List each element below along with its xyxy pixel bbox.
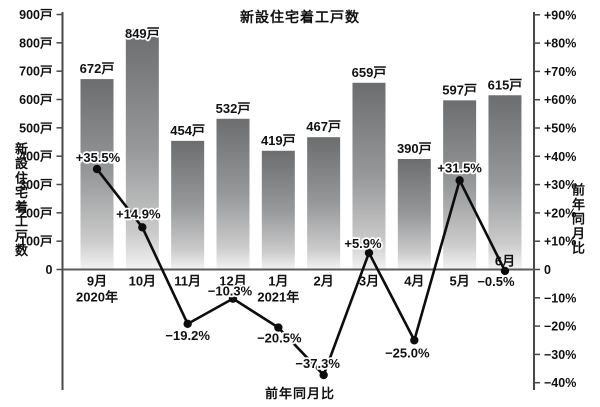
line-series-caption: 前年同月比: [264, 386, 336, 401]
bar-value-label: 390戸: [397, 141, 432, 156]
right-axis-tick-label: +90%: [544, 8, 576, 22]
bar-value-label: 672戸: [80, 61, 115, 76]
line-series: [95, 168, 507, 378]
bar-10月: [125, 28, 159, 270]
data-point-9月: [92, 164, 102, 174]
left-axis-tick-label: 700戸: [19, 65, 52, 79]
line-value-label: −10.3%: [208, 284, 253, 299]
right-axis-tick-label: 0: [544, 263, 551, 277]
bar-12月: [216, 118, 250, 270]
bar-value-label: 454戸: [170, 123, 205, 138]
bar-6月: [488, 95, 522, 270]
right-axis-tick-label: +30%: [544, 178, 576, 192]
chart-title: 新設住宅着工戸数: [240, 9, 360, 25]
x-axis-label-4月: 4月: [404, 274, 424, 289]
bar-value-label: 532戸: [216, 101, 251, 116]
bar-2月: [307, 137, 341, 270]
x-axis-label-10月: 10月: [129, 274, 156, 289]
bar-value-label: 419戸: [261, 133, 296, 148]
x-axis-label-11月: 11月: [174, 274, 201, 289]
right-axis-title: 前年同月比: [570, 183, 585, 256]
x-axis-label-2月: 2月: [314, 274, 334, 289]
right-axis-tick-label: +60%: [544, 93, 576, 107]
data-point-3月: [364, 248, 374, 258]
left-axis-tick-label: 400戸: [19, 150, 52, 164]
bar-value-label: 597戸: [442, 82, 477, 97]
x-axis-label-1月: 1月: [268, 274, 288, 289]
bar-1月: [261, 150, 295, 270]
left-axis-tick-label: 900戸: [19, 8, 52, 22]
right-axis-tick-label: +10%: [544, 235, 576, 249]
right-axis-tick-label: −40%: [544, 376, 576, 390]
bar-3月: [352, 82, 386, 270]
left-axis-tick-label: 200戸: [19, 206, 52, 220]
data-point-2月: [319, 370, 328, 380]
line-value-label: −19.2%: [165, 328, 210, 343]
bar-value-label: 659戸: [352, 65, 387, 80]
x-axis-label-6月: 6月: [495, 254, 515, 269]
right-axis-tick-label: +70%: [544, 65, 576, 79]
left-axis-title: 新設住宅着工戸数: [13, 142, 28, 258]
right-axis-tick-label: +20%: [544, 206, 576, 220]
bar-value-label: 849戸: [125, 26, 160, 41]
line-value-label: −25.0%: [385, 345, 430, 360]
x-axis-year-label: 2021年: [257, 290, 299, 305]
left-axis-tick-label: 300戸: [19, 178, 52, 192]
x-axis-label-9月: 9月: [87, 274, 107, 289]
data-point-4月: [410, 336, 419, 345]
x-axis-label-12月: 12月: [219, 274, 246, 289]
data-point-12月: [228, 294, 238, 303]
data-point-6月: [500, 266, 510, 276]
bar-9月: [80, 79, 114, 270]
data-point-1月: [274, 323, 283, 332]
line-value-label: +31.5%: [437, 160, 482, 175]
x-axis-year-label: 2020年: [76, 290, 118, 305]
left-axis-tick-label: 600戸: [19, 93, 52, 107]
right-axis-tick-label: +50%: [544, 122, 576, 136]
left-axis-tick-label: 100戸: [19, 235, 52, 249]
line-value-label: +14.9%: [116, 206, 161, 221]
right-axis-tick-label: +80%: [544, 37, 576, 51]
right-axis-tick-label: −20%: [544, 320, 576, 334]
x-axis-label-3月: 3月: [359, 274, 379, 289]
bar-value-label: 467戸: [306, 119, 341, 134]
data-point-10月: [138, 223, 147, 232]
bar-value-label: 615戸: [488, 77, 523, 92]
line-value-label: −20.5%: [257, 331, 302, 346]
data-point-11月: [183, 319, 192, 329]
x-axis-label-5月: 5月: [450, 274, 470, 289]
line-value-label: +5.9%: [344, 236, 382, 251]
left-axis-tick-label: 800戸: [19, 36, 52, 50]
line-value-label: −37.3%: [295, 356, 340, 371]
bar-11月: [171, 140, 205, 270]
right-axis-tick-label: +40%: [544, 150, 576, 164]
bar-4月: [397, 159, 431, 270]
line-value-label: −0.5%: [477, 274, 515, 289]
left-axis-tick-label: 0: [46, 263, 53, 277]
line-value-label: +35.5%: [76, 150, 121, 165]
right-axis-tick-label: −10%: [544, 291, 576, 305]
left-axis-tick-label: 500戸: [19, 121, 52, 135]
data-point-5月: [455, 176, 464, 185]
right-axis-tick-label: −30%: [544, 348, 576, 362]
